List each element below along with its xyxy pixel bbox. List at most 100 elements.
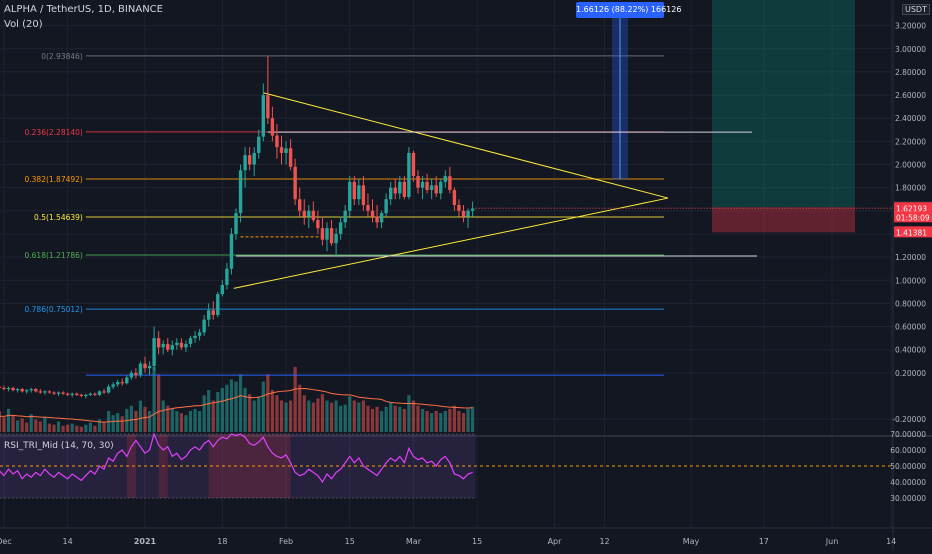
volume-bar — [279, 400, 284, 432]
fib-retracement[interactable]: 0(2.93846) 0.236(2.28140) 0.382(1.87492) 0.… — [25, 52, 664, 376]
volume-bar — [329, 402, 334, 432]
volume-bar — [234, 381, 238, 432]
candle-body — [288, 148, 293, 167]
volume-bar — [457, 411, 461, 432]
volume-bar — [61, 425, 65, 432]
volume-bar — [448, 408, 452, 432]
price-tick-label: 0.60000 — [895, 323, 926, 332]
price-tick-label: 0.20000 — [895, 369, 926, 378]
fib-label: 0.382(1.87492) — [25, 175, 83, 184]
time-tick-label: 14 — [886, 537, 896, 546]
volume-bar — [157, 374, 161, 432]
candle-body — [207, 310, 211, 320]
candle-body — [307, 210, 311, 217]
candle-body — [352, 181, 356, 200]
volume-bar — [207, 390, 211, 432]
price-tick-label: 3.20000 — [895, 22, 926, 31]
volume-bar — [443, 411, 447, 432]
volume-bar — [402, 408, 406, 432]
candle-body — [97, 391, 102, 395]
volume-bar — [420, 408, 425, 432]
price-tick-label: 1.00000 — [895, 276, 926, 285]
volume-bar — [225, 384, 229, 432]
trend-drawings[interactable] — [233, 0, 855, 289]
candle-body — [316, 220, 320, 229]
price-axis[interactable]: 3.20000 3.00000 2.80000 2.60000 2.40000 2.200… — [890, 22, 932, 503]
volume-bar — [56, 421, 61, 432]
fib-label: 0.5(1.54639) — [34, 213, 83, 222]
candle-body — [84, 394, 88, 396]
candle-body — [134, 372, 138, 376]
volume-bar — [302, 395, 306, 432]
candle-body — [416, 176, 420, 188]
volume-bar — [370, 408, 375, 432]
volume-bar — [66, 424, 70, 432]
volume-bar — [175, 411, 179, 432]
candle-body — [443, 176, 447, 182]
candle-body — [298, 199, 302, 211]
candle-body — [448, 176, 452, 190]
price-tick-label: 2.20000 — [895, 137, 926, 146]
volume-bar — [97, 419, 102, 432]
volume-bar — [198, 411, 202, 432]
rsi-legend[interactable]: RSI_TRI_Mid (14, 70, 30) — [4, 441, 114, 451]
candle-body — [293, 166, 297, 200]
volume-bar — [393, 405, 397, 432]
candle-body — [56, 392, 61, 394]
candle-body — [320, 228, 325, 240]
rsi-tick-label: 50.00000 — [890, 462, 926, 471]
candle-body — [357, 185, 361, 200]
volume-bar — [380, 411, 384, 432]
volume-bar — [25, 422, 29, 432]
volume-legend[interactable]: Vol (20) — [4, 19, 43, 30]
volume-bar — [252, 400, 256, 432]
symbol-legend[interactable]: ALPHA / TetherUS, 1D, BINANCE — [4, 4, 163, 15]
volume-bar — [298, 384, 302, 432]
candle-body — [70, 393, 74, 395]
volume-bar — [384, 406, 388, 432]
price-tick-label: 2.80000 — [895, 68, 926, 77]
candle-body — [188, 338, 193, 344]
volume-bar — [52, 424, 56, 432]
candle-body — [384, 199, 388, 214]
time-tick-label: 15 — [345, 537, 355, 546]
candle-body — [220, 284, 225, 295]
candle-body — [193, 335, 197, 339]
candle-body — [184, 343, 188, 348]
volume-bar — [293, 366, 297, 432]
candle-body — [106, 386, 111, 393]
volume-bar — [348, 396, 352, 432]
candle-body — [38, 391, 43, 393]
candle-body — [29, 389, 33, 391]
currency-badge[interactable]: USDT — [902, 4, 930, 15]
triangle-upper-line — [263, 92, 669, 199]
candle-body — [179, 342, 184, 348]
volume-bar — [11, 415, 15, 432]
price-tick-label: 3.00000 — [895, 45, 926, 54]
stop-zone — [712, 207, 855, 233]
volume-bar — [289, 400, 293, 432]
candlesticks — [0, 55, 893, 399]
time-tick-label: Feb — [279, 537, 293, 546]
candle-body — [6, 387, 11, 390]
rsi-overbought-zone — [126, 434, 136, 498]
volume-bar — [361, 400, 365, 432]
volume-bar — [170, 408, 174, 432]
candle-body — [466, 210, 470, 217]
time-tick-label: Mar — [406, 537, 422, 546]
candle-body — [270, 118, 275, 136]
candle-body — [457, 205, 461, 211]
fib-label: 0.236(2.28140) — [25, 128, 83, 137]
volume-bar — [434, 411, 438, 432]
candle-body — [156, 338, 161, 348]
time-axis[interactable]: Dec 14 2021 18 Feb 15 Mar 15 Apr 12 May 17 Jun 14 — [0, 537, 896, 546]
rsi-tick-label: 70.00000 — [890, 430, 926, 439]
candle-body — [116, 382, 120, 385]
volume-bar — [161, 400, 165, 432]
volume-bar — [357, 402, 361, 432]
volume-bar — [34, 419, 38, 432]
